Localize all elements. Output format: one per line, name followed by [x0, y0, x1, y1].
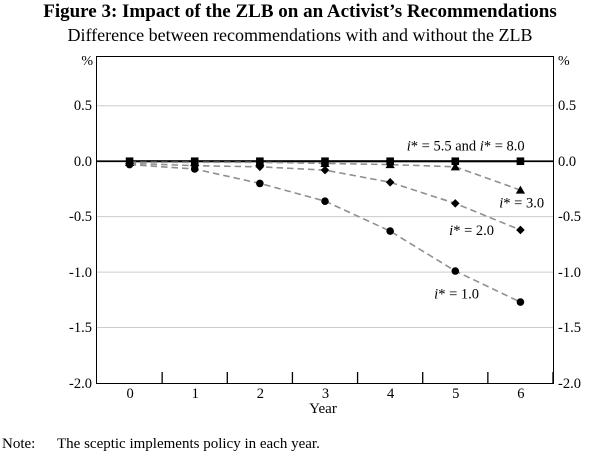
y-tick-label-right: -1.0 [558, 264, 581, 281]
y-tick-label-right: 0.0 [558, 153, 577, 170]
x-tick-label: 1 [191, 386, 199, 402]
y-tick-label-right: -2.0 [558, 375, 581, 392]
data-point-circle [386, 227, 394, 235]
data-point-diamond [516, 225, 525, 235]
figure-subtitle: Difference between recommendations with … [67, 25, 533, 45]
plot-area: i* = 5.5 and i* = 8.0 i* = 3.0 i* = 2.0 i* … [96, 56, 554, 384]
y-tick-label-right: 0.5 [558, 98, 577, 115]
x-tick-label: 5 [452, 386, 460, 402]
data-point-diamond [450, 199, 460, 208]
y-tick-label-left: 0.5 [73, 98, 92, 115]
figure-title: Figure 3: Impact of the ZLB on an Activi… [43, 1, 557, 22]
data-point-diamond [320, 165, 330, 175]
note-label: Note: [2, 436, 36, 452]
y-tick-label-left: -1.0 [69, 264, 92, 281]
y-tick-label-right: -0.5 [558, 209, 581, 226]
figure-note: Note: The sceptic implements policy in e… [2, 436, 598, 453]
series-label: i* = 2.0 [449, 223, 494, 239]
chart-canvas: i* = 5.5 and i* = 8.0 i* = 3.0 i* = 2.0 i* … [97, 105, 554, 383]
y-tick-label-left: -0.5 [69, 209, 92, 226]
data-point-triangle [515, 185, 526, 194]
data-point-circle [321, 197, 329, 205]
data-point-triangle [320, 159, 330, 168]
x-tick-label: 0 [126, 386, 134, 402]
data-point-square [451, 157, 460, 166]
data-point-circle [190, 165, 199, 173]
data-point-circle [451, 267, 460, 275]
y-tick-label-right: -1.5 [558, 320, 581, 337]
data-point-diamond [255, 162, 265, 172]
y-axis-unit-right: % [558, 54, 570, 69]
x-tick-label: 6 [517, 386, 525, 402]
data-point-triangle [385, 160, 395, 169]
note-text: The sceptic implements policy in each ye… [57, 436, 320, 452]
data-point-triangle [255, 157, 265, 166]
y-axis-unit-left: % [81, 54, 93, 69]
x-tick-label: 3 [321, 386, 330, 402]
x-tick-label: 2 [256, 386, 265, 402]
data-point-diamond [385, 177, 395, 187]
data-point-circle [125, 160, 134, 169]
x-axis-title: Year [309, 401, 337, 417]
series-label: i* = 1.0 [434, 286, 479, 302]
y-tick-label-left: 0.0 [73, 153, 92, 170]
series-label: i* = 3.0 [499, 195, 544, 211]
data-point-circle [516, 298, 525, 306]
series-label: i* = 5.5 and i* = 8.0 [407, 138, 525, 154]
data-point-triangle [450, 162, 460, 171]
y-tick-label-left: -2.0 [69, 375, 92, 392]
data-point-circle [256, 179, 264, 188]
data-point-square [516, 157, 525, 166]
x-tick-label: 4 [386, 386, 395, 402]
y-tick-label-left: -1.5 [69, 320, 92, 337]
